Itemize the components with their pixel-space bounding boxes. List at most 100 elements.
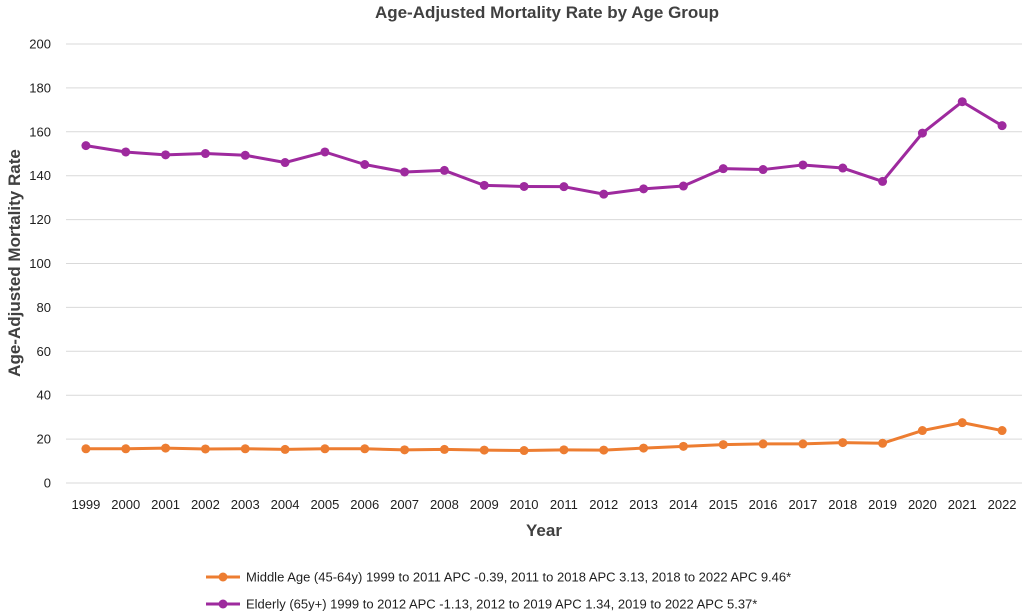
x-tick-label: 2012 bbox=[589, 497, 618, 512]
data-point bbox=[678, 181, 688, 191]
y-tick-label: 60 bbox=[37, 344, 51, 359]
chart-title: Age-Adjusted Mortality Rate by Age Group bbox=[375, 3, 719, 22]
series-1 bbox=[81, 418, 1007, 456]
data-point bbox=[519, 181, 529, 191]
data-point bbox=[240, 150, 250, 160]
data-point bbox=[718, 440, 728, 450]
data-point bbox=[280, 158, 290, 168]
data-point bbox=[997, 121, 1007, 131]
y-tick-label: 80 bbox=[37, 300, 51, 315]
data-point bbox=[559, 182, 569, 192]
data-point bbox=[957, 418, 967, 428]
data-point bbox=[798, 160, 808, 170]
data-point bbox=[878, 176, 888, 186]
x-tick-label: 2014 bbox=[669, 497, 698, 512]
series-2 bbox=[81, 97, 1007, 199]
data-point bbox=[121, 147, 131, 157]
data-point bbox=[240, 444, 250, 454]
legend-label: Middle Age (45-64y) 1999 to 2011 APC -0.… bbox=[246, 570, 791, 585]
data-point bbox=[559, 445, 569, 455]
x-tick-label: 2011 bbox=[550, 497, 578, 512]
data-point bbox=[917, 128, 927, 138]
data-point bbox=[81, 141, 91, 151]
legend: Middle Age (45-64y) 1999 to 2011 APC -0.… bbox=[206, 570, 791, 612]
y-tick-label: 180 bbox=[29, 80, 51, 95]
data-point bbox=[479, 180, 489, 190]
data-point bbox=[400, 445, 410, 455]
x-tick-label: 2006 bbox=[350, 497, 379, 512]
data-point bbox=[81, 444, 91, 454]
x-tick-label: 2004 bbox=[271, 497, 300, 512]
data-point bbox=[360, 160, 370, 170]
data-point bbox=[718, 164, 728, 174]
data-point bbox=[479, 445, 489, 455]
x-tick-label: 2008 bbox=[430, 497, 459, 512]
data-point bbox=[320, 444, 330, 454]
data-point bbox=[758, 439, 768, 449]
y-tick-label: 40 bbox=[37, 388, 51, 403]
data-point bbox=[838, 438, 848, 448]
x-tick-label: 2007 bbox=[390, 497, 419, 512]
series-line bbox=[84, 421, 1004, 453]
legend-item: Middle Age (45-64y) 1999 to 2011 APC -0.… bbox=[206, 570, 791, 585]
y-tick-label: 120 bbox=[29, 212, 51, 227]
data-point bbox=[439, 165, 449, 175]
x-tick-label: 2015 bbox=[709, 497, 738, 512]
x-tick-label: 2017 bbox=[788, 497, 817, 512]
data-point bbox=[838, 163, 848, 173]
legend-marker bbox=[218, 572, 228, 582]
data-point bbox=[878, 438, 888, 448]
x-tick-label: 2016 bbox=[749, 497, 778, 512]
x-tick-label: 2001 bbox=[151, 497, 180, 512]
x-axis-ticks: 1999 2000 2001 2002 2003 2004 2005 2006 2007 2008… bbox=[71, 497, 1016, 512]
x-tick-label: 1999 bbox=[71, 497, 100, 512]
data-point bbox=[280, 444, 290, 454]
y-axis-ticks: 0 20 40 60 80 100 120 140 160 180 200 bbox=[29, 37, 51, 491]
x-tick-label: 2009 bbox=[470, 497, 499, 512]
data-point bbox=[678, 441, 688, 451]
data-point bbox=[200, 149, 210, 159]
legend-label: Elderly (65y+) 1999 to 2012 APC -1.13, 2… bbox=[246, 597, 757, 612]
gridlines bbox=[66, 43, 1022, 484]
y-tick-label: 100 bbox=[29, 256, 51, 271]
data-point bbox=[439, 444, 449, 454]
y-tick-label: 200 bbox=[29, 37, 51, 52]
data-point bbox=[957, 97, 967, 107]
data-point bbox=[639, 184, 649, 194]
x-tick-label: 2018 bbox=[828, 497, 857, 512]
data-point bbox=[519, 446, 529, 456]
x-axis-title: Year bbox=[526, 521, 562, 540]
data-point bbox=[599, 189, 609, 199]
data-point bbox=[400, 167, 410, 177]
y-tick-label: 160 bbox=[29, 124, 51, 139]
series-lines bbox=[81, 97, 1007, 456]
data-point bbox=[200, 444, 210, 454]
x-tick-label: 2002 bbox=[191, 497, 220, 512]
x-tick-label: 2020 bbox=[908, 497, 937, 512]
data-point bbox=[997, 426, 1007, 436]
x-tick-label: 2005 bbox=[310, 497, 339, 512]
legend-marker bbox=[218, 599, 228, 609]
data-point bbox=[121, 444, 131, 454]
x-tick-label: 2021 bbox=[948, 497, 977, 512]
x-tick-label: 2010 bbox=[510, 497, 539, 512]
x-tick-label: 2003 bbox=[231, 497, 260, 512]
data-point bbox=[320, 147, 330, 157]
x-tick-label: 2022 bbox=[988, 497, 1017, 512]
y-tick-label: 20 bbox=[37, 432, 51, 447]
x-tick-label: 2019 bbox=[868, 497, 897, 512]
data-point bbox=[639, 443, 649, 453]
y-axis-title: Age-Adjusted Mortality Rate bbox=[5, 149, 24, 377]
x-tick-label: 2000 bbox=[111, 497, 140, 512]
data-point bbox=[917, 426, 927, 436]
x-tick-label: 2013 bbox=[629, 497, 658, 512]
series-line bbox=[84, 100, 1004, 196]
data-point bbox=[360, 444, 370, 454]
data-point bbox=[758, 165, 768, 175]
y-tick-label: 0 bbox=[44, 476, 51, 491]
data-point bbox=[161, 150, 171, 160]
data-point bbox=[798, 439, 808, 449]
data-point bbox=[161, 443, 171, 453]
data-point bbox=[599, 445, 609, 455]
